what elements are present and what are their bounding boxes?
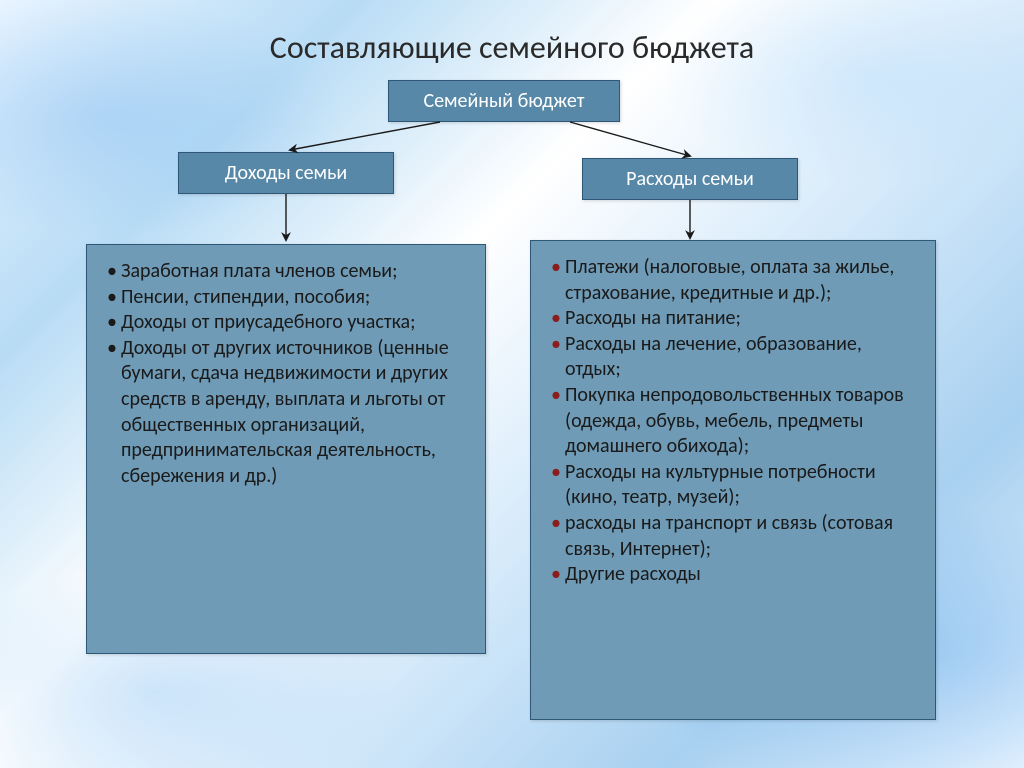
list-item: расходы на транспорт и связь (сотовая св… bbox=[551, 511, 919, 562]
right-header-label: Расходы семьи bbox=[626, 167, 754, 191]
left-header-label: Доходы семьи bbox=[225, 161, 347, 185]
right-detail-list: Платежи (налоговые, оплата за жилье, стр… bbox=[551, 255, 919, 588]
list-item: Заработная плата членов семьи; bbox=[107, 259, 469, 285]
left-header-box: Доходы семьи bbox=[178, 152, 394, 194]
list-item: Покупка непродовольственных товаров (оде… bbox=[551, 383, 919, 460]
left-detail-panel: Заработная плата членов семьи;Пенсии, ст… bbox=[86, 244, 486, 654]
list-item: Другие расходы bbox=[551, 562, 919, 588]
list-item: Пенсии, стипендии, пособия; bbox=[107, 285, 469, 311]
root-box: Семейный бюджет bbox=[388, 80, 620, 122]
root-box-label: Семейный бюджет bbox=[424, 89, 585, 113]
list-item: Доходы от приусадебного участка; bbox=[107, 310, 469, 336]
left-detail-list: Заработная плата членов семьи;Пенсии, ст… bbox=[107, 259, 469, 489]
arrow bbox=[570, 122, 690, 156]
list-item: Расходы на культурные потребности (кино,… bbox=[551, 460, 919, 511]
right-detail-panel: Платежи (налоговые, оплата за жилье, стр… bbox=[530, 240, 936, 720]
slide-title: Составляющие семейного бюджета bbox=[0, 28, 1024, 67]
list-item: Доходы от других источников (ценные бума… bbox=[107, 336, 469, 490]
arrow bbox=[290, 122, 440, 150]
list-item: Расходы на питание; bbox=[551, 306, 919, 332]
list-item: Расходы на лечение, образование, отдых; bbox=[551, 332, 919, 383]
list-item: Платежи (налоговые, оплата за жилье, стр… bbox=[551, 255, 919, 306]
right-header-box: Расходы семьи bbox=[582, 158, 798, 200]
